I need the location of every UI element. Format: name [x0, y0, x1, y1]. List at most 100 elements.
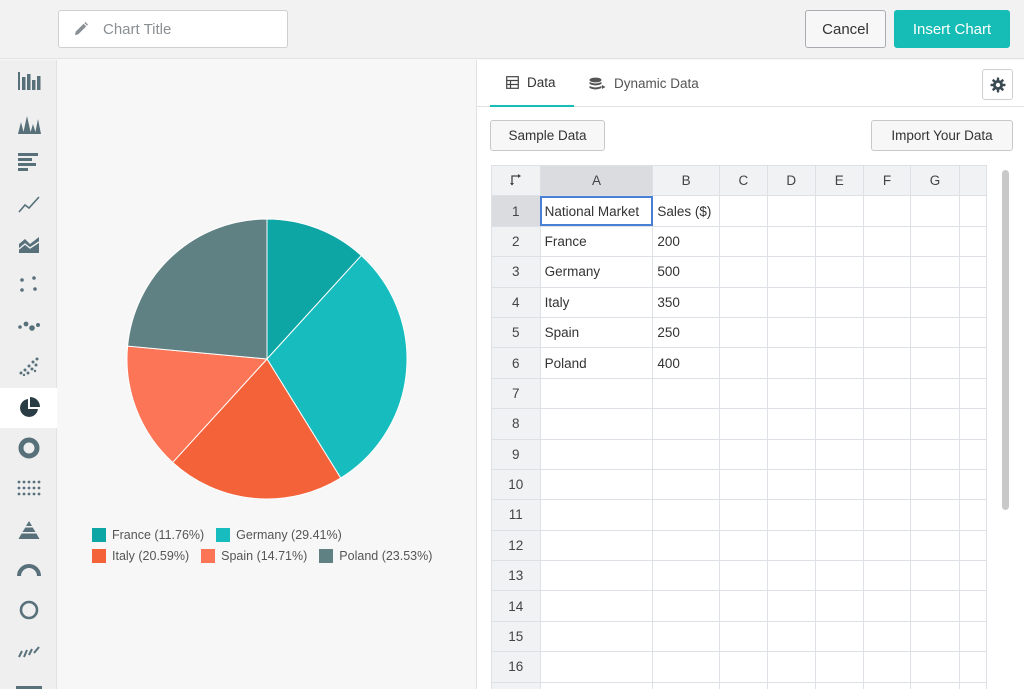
chart-type-bubble[interactable] — [0, 306, 57, 346]
grid-cell[interactable]: 200 — [652, 225, 720, 258]
grid-cell[interactable] — [652, 468, 720, 501]
grid-cell[interactable] — [652, 560, 720, 592]
row-number[interactable]: 4 — [491, 286, 541, 318]
grid-cell[interactable] — [766, 468, 816, 501]
grid-cell[interactable] — [539, 529, 654, 562]
grid-cell[interactable] — [958, 286, 987, 318]
grid-cell[interactable] — [539, 590, 654, 622]
column-header-a[interactable]: A — [539, 165, 654, 197]
grid-cell[interactable] — [539, 499, 654, 531]
grid-cell[interactable] — [910, 408, 960, 440]
grid-cell[interactable] — [958, 681, 987, 689]
grid-cell[interactable] — [539, 651, 654, 683]
grid-cell[interactable]: Poland — [539, 347, 654, 379]
grid-cell[interactable] — [862, 560, 912, 592]
scrollbar-thumb[interactable] — [1002, 170, 1009, 510]
grid-cell[interactable] — [910, 316, 960, 349]
grid-cell[interactable]: France — [539, 225, 654, 258]
grid-cell[interactable] — [718, 347, 768, 379]
chart-type-pie[interactable] — [0, 388, 57, 428]
column-header-c[interactable]: C — [718, 165, 768, 197]
grid-cell[interactable]: 350 — [652, 286, 720, 318]
column-header-f[interactable]: F — [862, 165, 912, 197]
grid-cell[interactable] — [539, 620, 654, 653]
row-number[interactable]: 11 — [491, 499, 541, 531]
grid-cell[interactable] — [814, 560, 864, 592]
chart-type-dot-matrix[interactable] — [0, 468, 57, 508]
grid-cell[interactable] — [766, 195, 816, 227]
grid-cell[interactable]: 400 — [652, 347, 720, 379]
column-header-e[interactable]: E — [814, 165, 864, 197]
import-data-button[interactable]: Import Your Data — [871, 120, 1013, 151]
grid-cell[interactable] — [862, 256, 912, 288]
grid-cell[interactable] — [718, 529, 768, 562]
grid-cell[interactable] — [862, 195, 912, 227]
grid-cell[interactable] — [539, 681, 654, 689]
row-number[interactable]: 10 — [491, 468, 541, 501]
grid-cell[interactable] — [814, 408, 864, 440]
grid-cell[interactable] — [718, 286, 768, 318]
grid-cell[interactable] — [539, 468, 654, 501]
grid-cell[interactable] — [718, 195, 768, 227]
grid-cell[interactable] — [652, 620, 720, 653]
row-number[interactable]: 16 — [491, 651, 541, 683]
grid-cell[interactable] — [862, 590, 912, 622]
grid-cell[interactable] — [718, 560, 768, 592]
chart-title-field[interactable] — [58, 10, 288, 48]
grid-cell[interactable] — [539, 377, 654, 410]
column-header-g[interactable]: G — [910, 165, 960, 197]
grid-cell[interactable] — [958, 590, 987, 622]
grid-cell[interactable] — [910, 499, 960, 531]
grid-cell[interactable] — [958, 560, 987, 592]
grid-cell[interactable] — [958, 225, 987, 258]
grid-cell[interactable] — [718, 468, 768, 501]
grid-cell[interactable] — [766, 681, 816, 689]
pie-slice-france[interactable] — [266, 218, 363, 361]
grid-cell[interactable] — [814, 316, 864, 349]
grid-cell[interactable] — [958, 468, 987, 501]
grid-cell[interactable] — [718, 681, 768, 689]
row-number[interactable]: 9 — [491, 438, 541, 470]
grid-cell[interactable] — [718, 590, 768, 622]
grid-cell[interactable] — [814, 468, 864, 501]
grid-cell[interactable] — [766, 256, 816, 288]
grid-cell[interactable] — [718, 620, 768, 653]
chart-type-ring[interactable] — [0, 590, 57, 630]
grid-cell[interactable]: Sales ($) — [652, 195, 720, 227]
pie-slice-spain[interactable] — [126, 345, 269, 464]
grid-cell[interactable] — [862, 225, 912, 258]
grid-cell[interactable] — [766, 590, 816, 622]
row-number[interactable]: 15 — [491, 620, 541, 653]
row-number[interactable]: 1 — [491, 195, 541, 227]
pie-slice-poland[interactable] — [127, 218, 268, 360]
grid-cell[interactable] — [958, 377, 987, 410]
grid-cell[interactable] — [814, 529, 864, 562]
grid-cell[interactable] — [718, 316, 768, 349]
grid-cell[interactable] — [766, 408, 816, 440]
row-number[interactable]: 5 — [491, 316, 541, 349]
grid-cell[interactable] — [652, 681, 720, 689]
grid-cell[interactable] — [814, 651, 864, 683]
settings-button[interactable] — [982, 69, 1013, 100]
grid-cell[interactable] — [766, 651, 816, 683]
grid-cell[interactable] — [814, 590, 864, 622]
chart-type-horizontal-bar[interactable] — [0, 142, 57, 182]
tab-dynamic-data[interactable]: Dynamic Data — [589, 60, 729, 107]
chart-title-input[interactable] — [103, 20, 273, 38]
grid-cell[interactable] — [910, 286, 960, 318]
grid-cell[interactable] — [862, 651, 912, 683]
grid-cell[interactable] — [958, 347, 987, 379]
grid-cell[interactable] — [766, 316, 816, 349]
grid-cell[interactable] — [652, 377, 720, 410]
grid-cell[interactable] — [958, 195, 987, 227]
grid-cell[interactable] — [814, 195, 864, 227]
grid-cell[interactable] — [958, 620, 987, 653]
grid-cell[interactable] — [539, 438, 654, 470]
grid-cell[interactable] — [910, 195, 960, 227]
pie-slice-italy[interactable] — [171, 358, 342, 500]
chart-type-histogram[interactable] — [0, 104, 57, 144]
grid-cell[interactable] — [814, 620, 864, 653]
grid-cell[interactable] — [862, 377, 912, 410]
